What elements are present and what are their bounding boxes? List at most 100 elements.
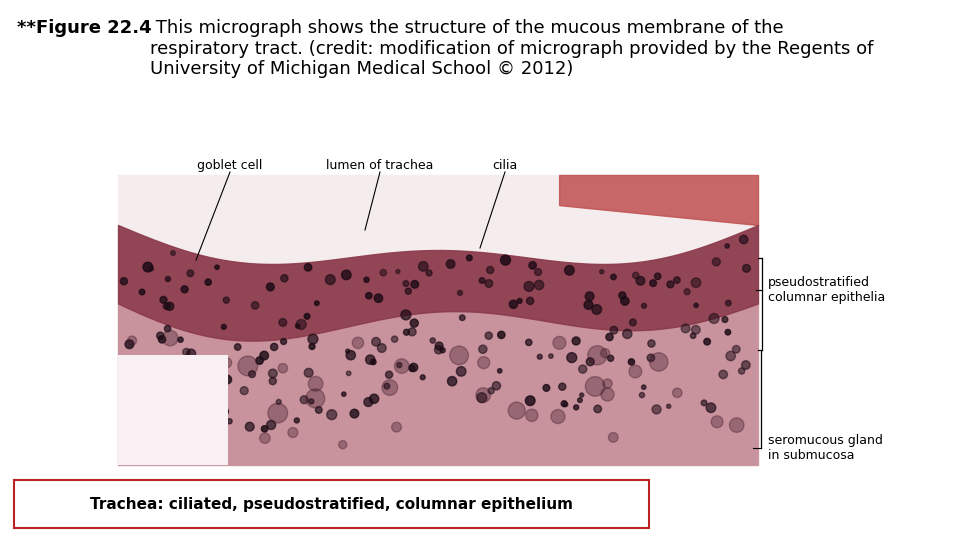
Circle shape [535, 280, 543, 289]
Circle shape [529, 262, 537, 269]
Bar [14, 480, 649, 528]
Circle shape [485, 332, 492, 339]
Circle shape [304, 314, 310, 319]
Circle shape [435, 342, 444, 350]
Circle shape [260, 351, 269, 360]
Circle shape [308, 376, 323, 391]
Circle shape [701, 400, 707, 406]
Circle shape [222, 325, 227, 329]
Circle shape [730, 418, 744, 433]
Circle shape [525, 396, 535, 406]
Circle shape [380, 269, 387, 276]
Circle shape [564, 402, 567, 407]
Circle shape [719, 370, 728, 379]
Circle shape [246, 422, 254, 431]
Text: pseudostratified
columnar epithelia: pseudostratified columnar epithelia [768, 276, 885, 304]
Circle shape [171, 251, 176, 255]
Circle shape [164, 326, 171, 332]
Circle shape [725, 329, 731, 335]
Circle shape [487, 266, 493, 274]
Circle shape [639, 393, 644, 397]
Circle shape [125, 340, 133, 349]
Circle shape [268, 403, 288, 423]
Circle shape [726, 351, 735, 361]
Circle shape [234, 344, 241, 350]
Circle shape [732, 346, 740, 353]
Circle shape [162, 330, 178, 346]
Circle shape [610, 326, 618, 334]
Text: seromucous gland
in submucosa: seromucous gland in submucosa [768, 434, 883, 462]
Circle shape [240, 387, 248, 395]
Circle shape [704, 339, 710, 345]
Circle shape [711, 416, 723, 428]
Circle shape [601, 349, 610, 357]
Circle shape [517, 299, 522, 303]
Circle shape [485, 280, 492, 287]
Circle shape [342, 392, 346, 396]
Circle shape [722, 316, 728, 322]
Circle shape [619, 292, 626, 299]
Circle shape [586, 292, 594, 301]
Circle shape [339, 441, 347, 449]
Circle shape [497, 369, 502, 373]
Circle shape [372, 338, 380, 346]
Circle shape [524, 281, 534, 292]
Circle shape [342, 270, 351, 280]
Circle shape [712, 258, 720, 266]
Circle shape [409, 363, 418, 372]
Circle shape [308, 334, 318, 344]
Circle shape [261, 426, 268, 432]
Circle shape [269, 377, 276, 384]
Text: cilia: cilia [492, 159, 517, 172]
Circle shape [647, 354, 655, 362]
Circle shape [377, 343, 386, 353]
Circle shape [739, 235, 748, 244]
Circle shape [592, 305, 602, 314]
Circle shape [636, 276, 645, 285]
Circle shape [309, 343, 315, 349]
Circle shape [315, 301, 319, 306]
Circle shape [295, 418, 300, 423]
Circle shape [403, 281, 409, 287]
Circle shape [366, 293, 372, 299]
Circle shape [409, 366, 415, 372]
Text: goblet cell: goblet cell [198, 159, 263, 172]
Circle shape [440, 348, 445, 353]
Circle shape [165, 276, 171, 281]
Circle shape [566, 353, 577, 362]
Circle shape [623, 329, 632, 339]
Circle shape [707, 403, 716, 413]
Circle shape [386, 371, 393, 379]
Circle shape [128, 336, 136, 345]
Circle shape [392, 422, 401, 432]
Circle shape [492, 382, 500, 390]
Circle shape [405, 288, 412, 294]
Circle shape [690, 333, 696, 339]
Circle shape [396, 362, 402, 368]
Circle shape [181, 286, 188, 293]
Circle shape [611, 274, 616, 280]
Circle shape [420, 375, 425, 380]
Circle shape [139, 382, 149, 392]
Circle shape [741, 361, 750, 369]
Circle shape [209, 422, 215, 428]
Circle shape [467, 255, 472, 261]
Circle shape [479, 345, 487, 353]
Circle shape [144, 386, 158, 401]
Circle shape [346, 349, 349, 353]
Circle shape [145, 381, 150, 386]
Circle shape [456, 367, 466, 376]
Circle shape [255, 357, 263, 364]
Circle shape [222, 357, 231, 368]
Circle shape [205, 382, 210, 386]
Circle shape [641, 385, 646, 389]
Circle shape [584, 300, 593, 309]
Circle shape [600, 269, 604, 274]
Circle shape [364, 397, 372, 407]
Circle shape [276, 400, 281, 404]
Circle shape [217, 397, 226, 406]
Circle shape [149, 267, 154, 271]
Circle shape [128, 359, 135, 367]
Circle shape [709, 314, 719, 323]
Circle shape [167, 361, 176, 369]
